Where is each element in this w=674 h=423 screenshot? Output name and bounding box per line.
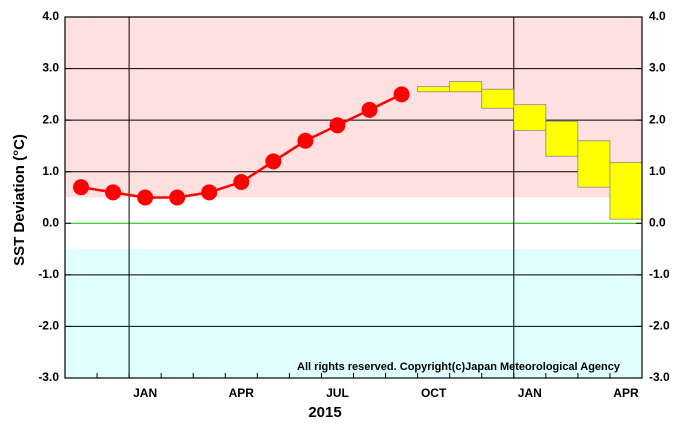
forecast-box	[449, 81, 483, 93]
x-tick-label: JAN	[518, 386, 542, 400]
y-tick-label: -1.0	[38, 267, 59, 281]
data-point	[233, 174, 250, 191]
forecast-box	[609, 162, 643, 220]
y-tick-label: -3.0	[38, 370, 59, 384]
annotation: All rights reserved. Copyright(c)Japan M…	[297, 361, 621, 373]
forecast-box	[545, 120, 579, 157]
y-tick-label: 3.0	[42, 61, 59, 75]
y-axis-label: SST Deviation (°C)	[11, 134, 28, 266]
data-point	[393, 86, 410, 103]
data-point	[73, 179, 90, 196]
y-tick-label: 0.0	[42, 215, 59, 229]
y2-tick-label: 0.0	[649, 215, 666, 229]
y-tick-label: -2.0	[38, 319, 59, 333]
y-tick-label: 2.0	[42, 112, 59, 126]
cold-band	[65, 249, 642, 378]
x-tick-label: APR	[613, 386, 639, 400]
y2-tick-label: 2.0	[649, 112, 666, 126]
forecast-box	[481, 88, 515, 109]
forecast-box	[513, 104, 547, 131]
forecast-box	[577, 140, 611, 188]
x-axis-label: 2015	[308, 404, 341, 421]
data-point	[297, 132, 314, 149]
x-tick-label: APR	[229, 386, 255, 400]
y2-tick-label: -3.0	[649, 370, 670, 384]
x-tick-label: JAN	[133, 386, 157, 400]
y2-tick-label: 3.0	[649, 61, 666, 75]
y2-tick-label: 4.0	[649, 9, 666, 23]
data-point	[105, 184, 122, 201]
plot-frame	[64, 16, 643, 379]
data-point	[329, 117, 346, 134]
x-tick-label: JUL	[326, 386, 349, 400]
data-point	[169, 189, 186, 206]
y2-tick-label: 1.0	[649, 164, 666, 178]
y-tick-label: 4.0	[42, 9, 59, 23]
data-point	[265, 153, 282, 170]
data-point	[361, 101, 378, 118]
x-tick-label: OCT	[421, 386, 447, 400]
forecast-box	[417, 86, 451, 93]
warm-band	[65, 17, 642, 198]
y2-tick-label: -1.0	[649, 267, 670, 281]
data-point	[137, 189, 154, 206]
data-point	[201, 184, 218, 201]
y-tick-label: 1.0	[42, 164, 59, 178]
y2-tick-label: -2.0	[649, 319, 670, 333]
